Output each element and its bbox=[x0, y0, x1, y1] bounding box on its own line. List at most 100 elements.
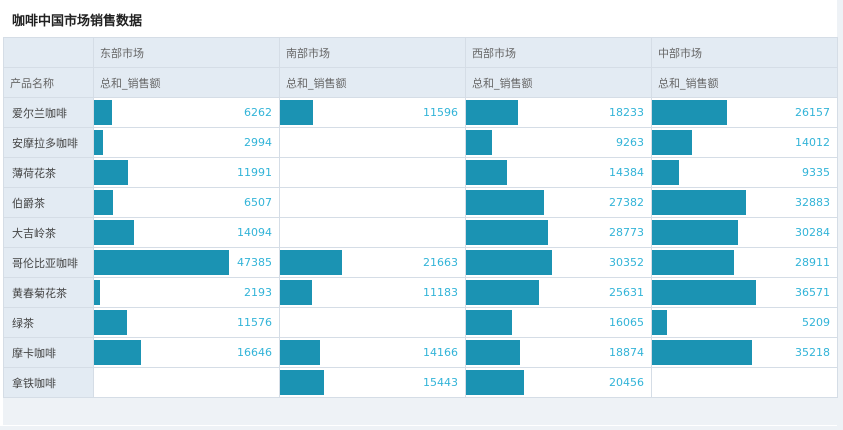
data-bar bbox=[94, 130, 103, 155]
measure-header-row: 产品名称 总和_销售额 总和_销售额 总和_销售额 总和_销售额 bbox=[3, 67, 838, 98]
value-cell bbox=[279, 187, 466, 218]
value-cell: 6507 bbox=[93, 187, 280, 218]
value-cell: 2994 bbox=[93, 127, 280, 158]
product-name: 安摩拉多咖啡 bbox=[3, 127, 94, 158]
data-label: 9263 bbox=[616, 136, 644, 149]
value-cell: 18233 bbox=[465, 97, 652, 128]
measure-header: 总和_销售额 bbox=[279, 67, 466, 98]
data-bar bbox=[280, 370, 324, 395]
data-label: 25631 bbox=[609, 286, 644, 299]
value-cell: 2193 bbox=[93, 277, 280, 308]
value-cell: 11596 bbox=[279, 97, 466, 128]
data-label: 6262 bbox=[244, 106, 272, 119]
value-cell bbox=[93, 367, 280, 398]
table-row: 安摩拉多咖啡 2994 9263 14012 bbox=[3, 127, 838, 158]
data-bar bbox=[94, 220, 134, 245]
data-bar bbox=[652, 220, 738, 245]
data-bar bbox=[94, 280, 100, 305]
data-bar bbox=[94, 100, 112, 125]
value-cell: 25631 bbox=[465, 277, 652, 308]
product-name: 大吉岭茶 bbox=[3, 217, 94, 248]
data-label: 47385 bbox=[237, 256, 272, 269]
value-cell: 15443 bbox=[279, 367, 466, 398]
sales-table: 东部市场 南部市场 西部市场 中部市场 产品名称 总和_销售额 总和_销售额 总和_销售额… bbox=[3, 37, 838, 398]
table-row: 哥伦比亚咖啡 47385 21663 30352 28911 bbox=[3, 247, 838, 278]
value-cell: 11991 bbox=[93, 157, 280, 188]
data-label: 28773 bbox=[609, 226, 644, 239]
market-header-row: 东部市场 南部市场 西部市场 中部市场 bbox=[3, 37, 838, 68]
product-name: 爱尔兰咖啡 bbox=[3, 97, 94, 128]
data-label: 5209 bbox=[802, 316, 830, 329]
value-cell: 30284 bbox=[651, 217, 838, 248]
data-label: 28911 bbox=[795, 256, 830, 269]
data-label: 11576 bbox=[237, 316, 272, 329]
data-bar bbox=[652, 340, 752, 365]
table-footer bbox=[3, 398, 837, 425]
data-bar bbox=[466, 340, 520, 365]
data-label: 21663 bbox=[423, 256, 458, 269]
data-bar bbox=[652, 250, 734, 275]
value-cell: 30352 bbox=[465, 247, 652, 278]
value-cell: 6262 bbox=[93, 97, 280, 128]
data-bar bbox=[94, 190, 113, 215]
data-bar bbox=[466, 370, 524, 395]
data-label: 15443 bbox=[423, 376, 458, 389]
table-row: 拿铁咖啡 15443 20456 bbox=[3, 367, 838, 398]
data-label: 30352 bbox=[609, 256, 644, 269]
data-bar bbox=[652, 130, 692, 155]
market-header: 南部市场 bbox=[279, 37, 466, 68]
data-label: 32883 bbox=[795, 196, 830, 209]
value-cell: 18874 bbox=[465, 337, 652, 368]
product-name: 哥伦比亚咖啡 bbox=[3, 247, 94, 278]
data-bar bbox=[652, 310, 667, 335]
value-cell: 28773 bbox=[465, 217, 652, 248]
table-row: 摩卡咖啡 16646 14166 18874 35218 bbox=[3, 337, 838, 368]
table-row: 黄春菊花茶 2193 11183 25631 36571 bbox=[3, 277, 838, 308]
data-label: 11183 bbox=[423, 286, 458, 299]
data-label: 14012 bbox=[795, 136, 830, 149]
value-cell: 26157 bbox=[651, 97, 838, 128]
measure-header: 总和_销售额 bbox=[93, 67, 280, 98]
value-cell: 32883 bbox=[651, 187, 838, 218]
data-label: 35218 bbox=[795, 346, 830, 359]
product-name: 薄荷花茶 bbox=[3, 157, 94, 188]
value-cell bbox=[279, 307, 466, 338]
data-label: 11596 bbox=[423, 106, 458, 119]
value-cell: 36571 bbox=[651, 277, 838, 308]
corner-cell bbox=[3, 37, 94, 68]
table-row: 伯爵茶 6507 27382 32883 bbox=[3, 187, 838, 218]
value-cell: 35218 bbox=[651, 337, 838, 368]
product-name: 摩卡咖啡 bbox=[3, 337, 94, 368]
data-bar bbox=[94, 160, 128, 185]
table-row: 薄荷花茶 11991 14384 9335 bbox=[3, 157, 838, 188]
data-bar bbox=[466, 280, 539, 305]
value-cell: 9263 bbox=[465, 127, 652, 158]
data-label: 18874 bbox=[609, 346, 644, 359]
data-bar bbox=[466, 220, 548, 245]
data-label: 16065 bbox=[609, 316, 644, 329]
data-label: 14166 bbox=[423, 346, 458, 359]
value-cell: 11183 bbox=[279, 277, 466, 308]
value-cell: 16065 bbox=[465, 307, 652, 338]
data-bar bbox=[466, 310, 512, 335]
table-body: 爱尔兰咖啡 6262 11596 18233 26157 安摩拉多咖啡 2994 9263 14… bbox=[3, 97, 838, 398]
value-cell: 27382 bbox=[465, 187, 652, 218]
data-label: 2193 bbox=[244, 286, 272, 299]
row-label-header: 产品名称 bbox=[3, 67, 94, 98]
product-name: 黄春菊花茶 bbox=[3, 277, 94, 308]
market-header: 中部市场 bbox=[651, 37, 838, 68]
data-label: 27382 bbox=[609, 196, 644, 209]
data-bar bbox=[652, 280, 756, 305]
value-cell: 14384 bbox=[465, 157, 652, 188]
value-cell: 28911 bbox=[651, 247, 838, 278]
data-bar bbox=[280, 280, 312, 305]
table-row: 绿茶 11576 16065 5209 bbox=[3, 307, 838, 338]
value-cell: 21663 bbox=[279, 247, 466, 278]
data-label: 2994 bbox=[244, 136, 272, 149]
data-bar bbox=[652, 100, 727, 125]
data-bar bbox=[466, 160, 507, 185]
data-label: 6507 bbox=[244, 196, 272, 209]
value-cell bbox=[651, 367, 838, 398]
data-label: 18233 bbox=[609, 106, 644, 119]
